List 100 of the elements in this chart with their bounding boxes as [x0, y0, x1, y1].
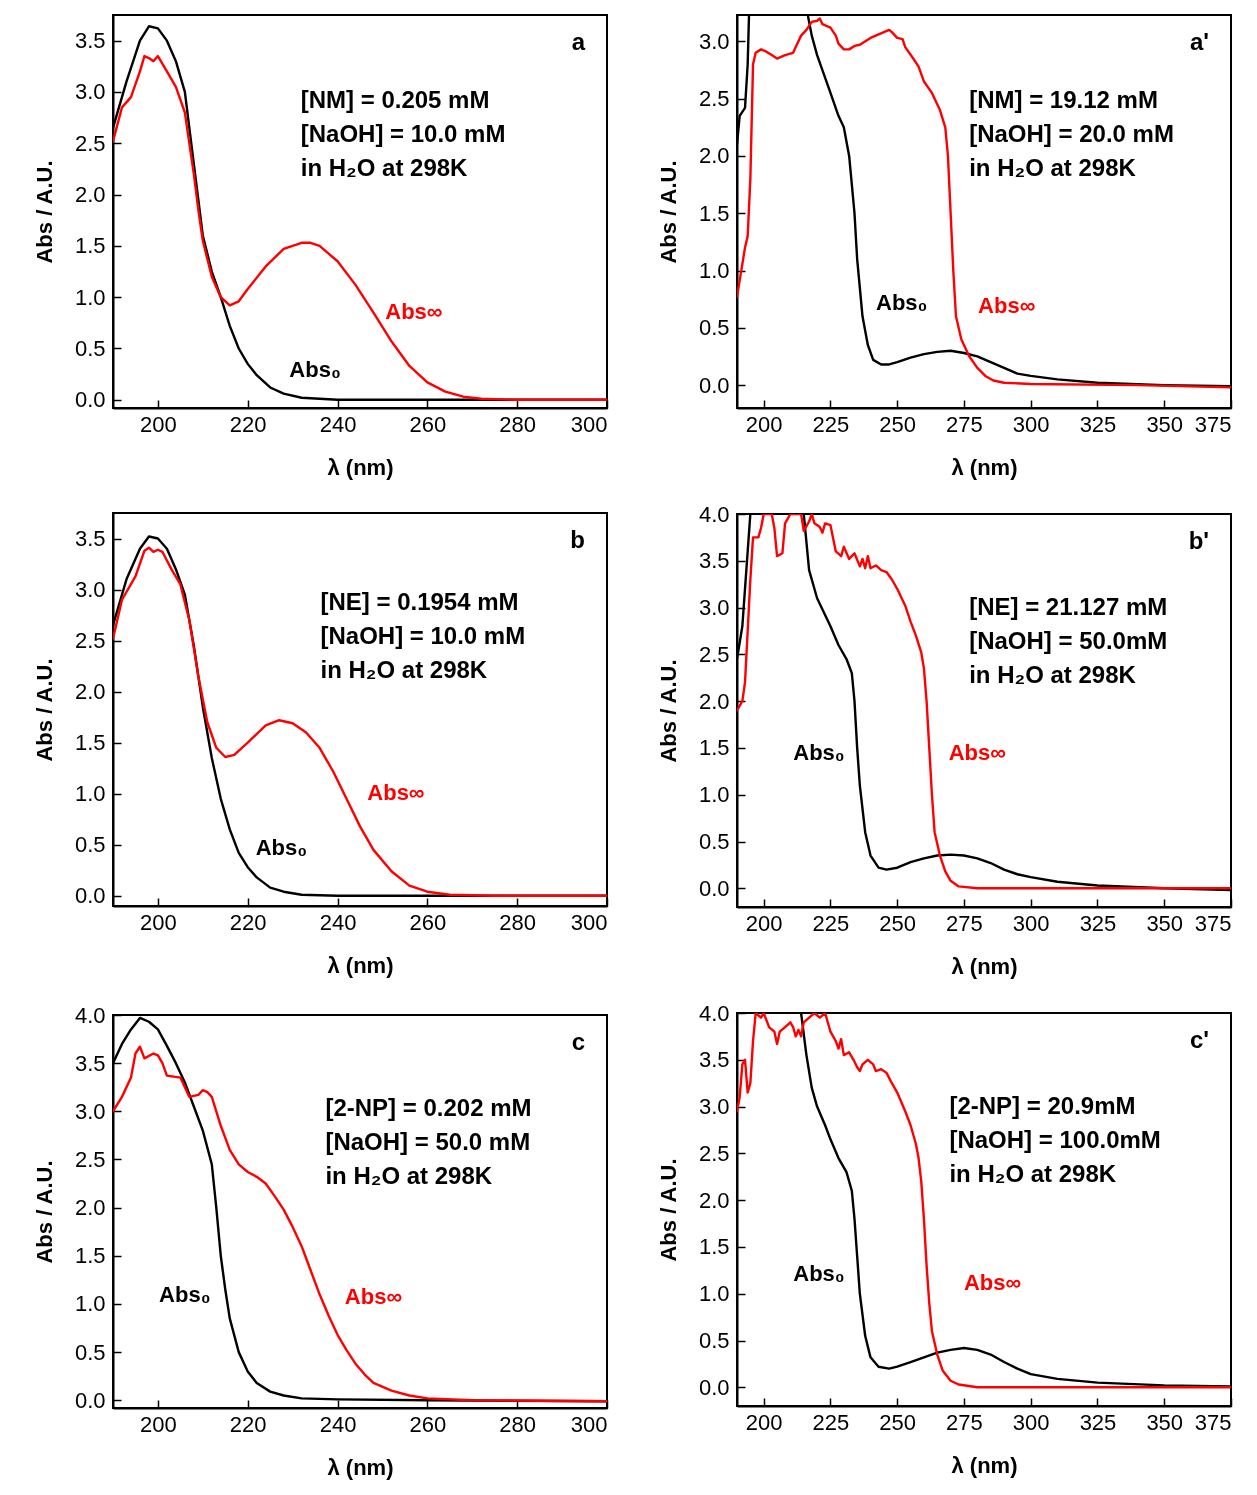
y-tick-label: 3.0: [698, 28, 730, 54]
x-tick-label: 325: [1079, 910, 1117, 936]
x-tick-label: 275: [946, 1409, 983, 1435]
y-tick-label: 1.5: [698, 735, 730, 761]
annotation: [2-NP] = 0.202 mM: [325, 1094, 532, 1122]
y-axis-title: Abs / A.U.: [31, 1160, 57, 1264]
x-tick-label: 200: [140, 909, 177, 935]
y-tick-label: 3.5: [74, 28, 106, 54]
x-tick-label: 350: [1146, 1409, 1184, 1435]
annotation: b': [1188, 527, 1209, 554]
y-tick-label: 2.5: [698, 86, 730, 112]
y-tick-label: 0.0: [698, 372, 730, 398]
y-tick-label: 2.5: [698, 1140, 730, 1166]
y-tick-label: 1.0: [74, 1291, 106, 1317]
x-tick-label: 280: [499, 411, 537, 437]
y-tick-label: 2.0: [698, 688, 730, 714]
y-axis-title: Abs / A.U.: [31, 160, 57, 264]
annotation: [NE] = 21.127 mM: [969, 593, 1168, 621]
y-axis-title: Abs / A.U.: [655, 160, 681, 264]
x-axis-title: λ (nm): [327, 454, 394, 480]
annotation: [NaOH] = 50.0 mM: [325, 1128, 531, 1156]
x-tick-label: 240: [319, 411, 357, 437]
x-tick-label: 300: [570, 909, 608, 935]
y-tick-label: 3.0: [698, 595, 730, 621]
y-tick-label: 2.5: [74, 130, 106, 156]
y-tick-label: 1.5: [74, 233, 106, 259]
y-tick-label: 1.0: [74, 781, 106, 807]
x-tick-label: 200: [745, 910, 783, 936]
series-label: Abs₀: [876, 289, 928, 315]
y-tick-label: 0.5: [74, 1339, 106, 1365]
x-tick-label: 225: [812, 1409, 850, 1435]
x-axis-title: λ (nm): [951, 1452, 1018, 1478]
y-tick-label: 1.0: [698, 782, 730, 808]
series-label: Abs₀: [289, 357, 341, 383]
y-tick-label: 2.0: [698, 143, 730, 169]
x-tick-label: 240: [319, 909, 357, 935]
x-tick-label: 325: [1079, 411, 1117, 437]
annotation: [2-NP] = 20.9mM: [949, 1092, 1136, 1120]
y-axis-title: Abs / A.U.: [655, 659, 681, 763]
y-tick-label: 2.0: [74, 679, 106, 705]
series-label: Abs∞: [385, 298, 443, 324]
x-tick-label: 260: [409, 411, 447, 437]
y-tick-label: 3.0: [74, 577, 106, 603]
x-tick-label: 375: [1194, 1409, 1232, 1435]
series-label: Abs₀: [159, 1282, 211, 1308]
x-tick-label: 375: [1194, 411, 1232, 437]
annotation: in H₂O at 298K: [325, 1162, 493, 1190]
annotation: in H₂O at 298K: [949, 1160, 1117, 1188]
y-tick-label: 4.0: [74, 1002, 106, 1028]
annotation: [NaOH] = 10.0 mM: [300, 120, 506, 148]
series-label: Abs∞: [948, 739, 1006, 765]
y-tick-label: 0.5: [698, 829, 730, 854]
x-axis-title: λ (nm): [327, 952, 394, 978]
x-tick-label: 280: [499, 909, 537, 935]
x-axis-title: λ (nm): [951, 953, 1018, 979]
x-tick-label: 220: [229, 1411, 267, 1437]
x-axis-title: λ (nm): [327, 1454, 394, 1480]
x-tick-label: 350: [1146, 910, 1184, 936]
x-tick-label: 220: [229, 909, 267, 935]
annotation: in H₂O at 298K: [300, 154, 469, 182]
y-tick-label: 3.5: [698, 548, 730, 574]
annotation: [NaOH] = 10.0 mM: [320, 622, 526, 650]
annotation: [NaOH] = 20.0 mM: [969, 120, 1174, 148]
x-tick-label: 240: [319, 1411, 357, 1437]
annotation: in H₂O at 298K: [969, 154, 1137, 182]
y-tick-label: 3.5: [74, 526, 106, 552]
x-tick-label: 275: [946, 910, 983, 936]
annotation: in H₂O at 298K: [969, 661, 1137, 689]
x-tick-label: 300: [1012, 411, 1050, 437]
x-tick-label: 300: [1012, 910, 1050, 936]
annotation: [NM] = 0.205 mM: [300, 86, 490, 114]
x-tick-label: 300: [570, 1411, 608, 1437]
y-tick-label: 1.5: [74, 1243, 106, 1269]
y-tick-label: 4.0: [698, 501, 730, 527]
x-tick-label: 260: [409, 1411, 447, 1437]
x-tick-label: 200: [745, 411, 783, 437]
y-tick-label: 1.5: [698, 200, 730, 226]
x-tick-label: 225: [812, 910, 850, 936]
series-label: Abs₀: [793, 739, 845, 765]
annotation: [NM] = 19.12 mM: [969, 86, 1158, 114]
annotation: b: [570, 526, 585, 553]
y-tick-label: 1.5: [74, 730, 106, 756]
y-tick-label: 1.0: [74, 284, 106, 310]
y-tick-label: 0.5: [74, 832, 106, 858]
y-tick-label: 1.0: [698, 1281, 730, 1307]
x-tick-label: 350: [1146, 411, 1184, 437]
annotation: a: [571, 28, 586, 55]
series-label: Abs₀: [255, 834, 308, 860]
x-tick-label: 300: [570, 411, 608, 437]
y-tick-label: 2.0: [698, 1187, 730, 1213]
series-label: Abs∞: [963, 1270, 1022, 1296]
x-axis-title: λ (nm): [951, 454, 1018, 480]
y-tick-label: 0.5: [698, 315, 730, 341]
y-tick-label: 1.0: [698, 258, 730, 284]
y-tick-label: 3.5: [74, 1050, 106, 1076]
y-tick-label: 3.0: [74, 79, 106, 105]
y-tick-label: 2.0: [74, 1195, 106, 1221]
y-tick-label: 3.0: [74, 1098, 106, 1124]
y-tick-label: 0.0: [74, 387, 106, 413]
x-tick-label: 250: [879, 1409, 917, 1435]
